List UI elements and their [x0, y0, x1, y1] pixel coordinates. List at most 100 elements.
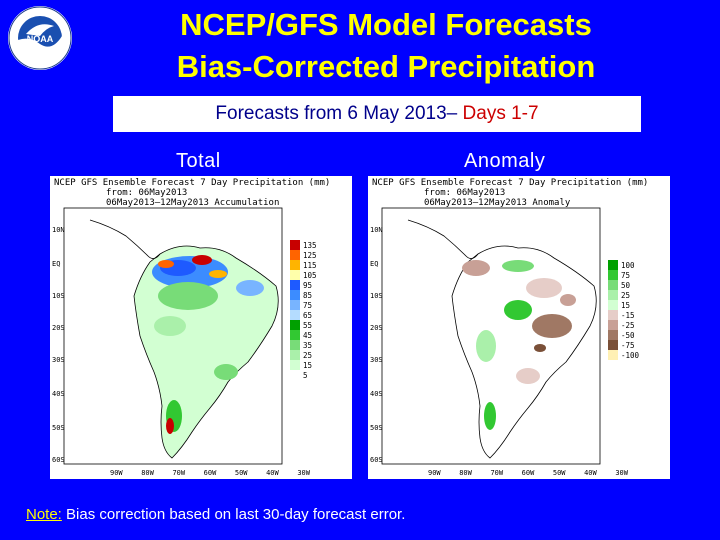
legend-entry: 15: [290, 360, 317, 370]
lon-label: 70W: [490, 469, 504, 477]
legend-swatch: [608, 320, 618, 330]
legend-value: 55: [303, 320, 313, 330]
legend-entry: 5: [290, 370, 317, 380]
lat-label: 60S: [52, 456, 65, 464]
legend-value: -100: [621, 350, 640, 360]
legend-entry: 15: [608, 300, 639, 310]
total-map-header: NCEP GFS Ensemble Forecast 7 Day Precipi…: [54, 178, 331, 188]
forecast-date-text: Forecasts from 6 May 2013–: [215, 103, 463, 124]
legend-value: 75: [621, 270, 631, 280]
total-map: [63, 207, 283, 465]
anomaly-legend: 100 75 50 25 15 -15 -25 -50 -75 -100: [608, 260, 639, 360]
legend-entry: -100: [608, 350, 639, 360]
legend-entry: -25: [608, 320, 639, 330]
legend-entry: 55: [290, 320, 317, 330]
legend-value: -50: [621, 330, 635, 340]
legend-entry: 35: [290, 340, 317, 350]
legend-entry: 45: [290, 330, 317, 340]
total-map-from: from: 06May2013: [106, 188, 188, 198]
lat-label: 10S: [52, 292, 65, 300]
anomaly-map-header: NCEP GFS Ensemble Forecast 7 Day Precipi…: [372, 178, 649, 188]
legend-swatch: [290, 370, 300, 380]
lat-label: 20S: [370, 324, 383, 332]
legend-value: 115: [303, 260, 317, 270]
noaa-logo-text: NOAA: [27, 34, 54, 44]
anomaly-map-panel: NCEP GFS Ensemble Forecast 7 Day Precipi…: [368, 176, 670, 479]
lat-label: EQ: [52, 260, 61, 268]
legend-swatch: [290, 310, 300, 320]
lat-label: 10N: [370, 226, 383, 234]
legend-entry: 105: [290, 270, 317, 280]
legend-swatch: [290, 300, 300, 310]
legend-value: 15: [303, 360, 313, 370]
lon-labels: 90W 80W 70W 60W 50W 40W 30W: [110, 469, 310, 477]
lon-label: 80W: [141, 469, 154, 477]
legend-value: 25: [621, 290, 631, 300]
legend-entry: 25: [608, 290, 639, 300]
legend-value: 45: [303, 330, 313, 340]
legend-swatch: [290, 340, 300, 350]
lon-label: 40W: [584, 469, 597, 477]
legend-value: 50: [621, 280, 631, 290]
noaa-logo: NOAA: [8, 6, 72, 70]
lon-labels: 90W 80W 70W 60W 50W 40W 30W: [428, 469, 628, 477]
page-title: NCEP/GFS Model Forecasts: [180, 7, 592, 42]
legend-swatch: [290, 250, 300, 260]
legend-value: -25: [621, 320, 635, 330]
legend-entry: 65: [290, 310, 317, 320]
lon-label: 30W: [297, 469, 310, 477]
legend-swatch: [608, 310, 618, 320]
legend-entry: 115: [290, 260, 317, 270]
total-legend: 135 125 115 105 95 85 75 65 55 45 35 25 15 5: [290, 240, 317, 380]
legend-value: -15: [621, 310, 635, 320]
forecast-date-box: Forecasts from 6 May 2013– Days 1-7: [113, 96, 641, 132]
forecast-days-text: Days 1-7: [462, 103, 539, 124]
legend-swatch: [608, 260, 618, 270]
legend-value: 125: [303, 250, 317, 260]
legend-swatch: [608, 300, 618, 310]
legend-entry: 75: [290, 300, 317, 310]
legend-value: 135: [303, 240, 317, 250]
legend-swatch: [290, 350, 300, 360]
lon-label: 40W: [266, 469, 279, 477]
anomaly-map-period: 06May2013–12May2013 Anomaly: [424, 198, 571, 208]
legend-entry: 85: [290, 290, 317, 300]
total-map-period: 06May2013–12May2013 Accumulation: [106, 198, 280, 208]
lon-label: 60W: [521, 469, 535, 477]
footnote-label: Note:: [26, 506, 62, 523]
legend-swatch: [608, 340, 618, 350]
lat-label: 30S: [52, 356, 65, 364]
lat-label: 50S: [370, 424, 383, 432]
legend-entry: 95: [290, 280, 317, 290]
footnote-text: Bias correction based on last 30-day for…: [61, 506, 406, 523]
legend-value: 75: [303, 300, 313, 310]
legend-entry: 25: [290, 350, 317, 360]
anomaly-map-from: from: 06May2013: [424, 188, 506, 198]
legend-entry: 50: [608, 280, 639, 290]
legend-swatch: [608, 270, 618, 280]
lat-label: 10S: [370, 292, 383, 300]
lon-label: 70W: [172, 469, 186, 477]
legend-entry: -50: [608, 330, 639, 340]
lat-label: 60S: [370, 456, 383, 464]
legend-value: 85: [303, 290, 313, 300]
legend-value: 105: [303, 270, 317, 280]
lon-label: 80W: [459, 469, 472, 477]
lon-label: 90W: [110, 469, 123, 477]
legend-entry: 75: [608, 270, 639, 280]
lon-label: 50W: [552, 469, 566, 477]
legend-value: 100: [621, 260, 635, 270]
lon-label: 90W: [428, 469, 441, 477]
lon-label: 50W: [234, 469, 248, 477]
legend-value: 25: [303, 350, 313, 360]
legend-value: 65: [303, 310, 313, 320]
legend-swatch: [290, 290, 300, 300]
legend-entry: -15: [608, 310, 639, 320]
lat-label: 40S: [52, 390, 65, 398]
legend-swatch: [608, 350, 618, 360]
lat-label: 20S: [52, 324, 65, 332]
legend-entry: -75: [608, 340, 639, 350]
legend-swatch: [290, 360, 300, 370]
legend-swatch: [608, 290, 618, 300]
total-label: Total: [176, 150, 221, 172]
